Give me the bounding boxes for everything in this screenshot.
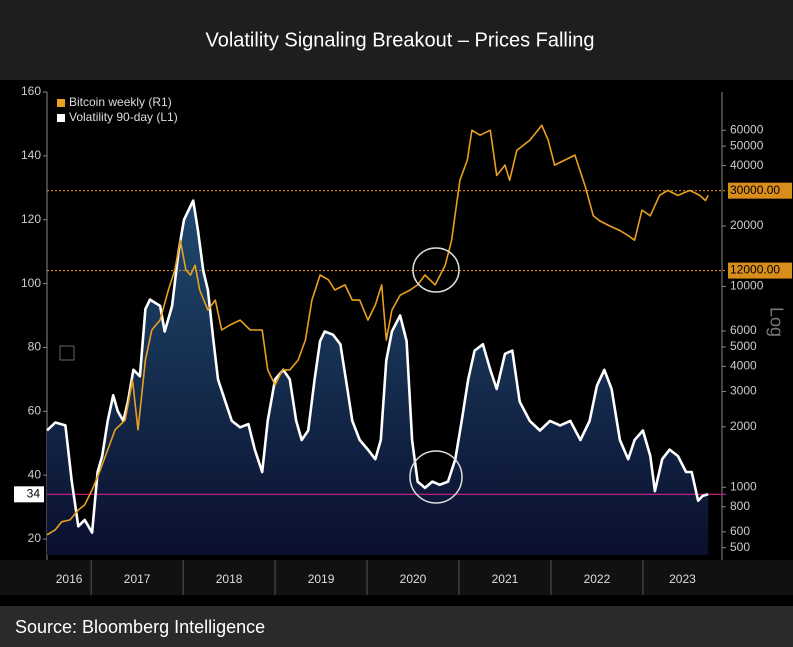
x-tick-label: 2018: [216, 572, 243, 586]
x-tick-label: 2017: [124, 572, 151, 586]
legend-label: Volatility 90-day (L1): [69, 110, 178, 124]
plot: 20 40 60 80 100 120 140 160 500 600 800 1000 2000 300…: [14, 84, 792, 595]
x-tick-label: 2022: [584, 572, 611, 586]
y2-tick-label: 4000: [730, 359, 757, 373]
x-tick-label: 2016: [56, 572, 83, 586]
reference-label-box: [728, 182, 792, 199]
y2-tick-label: 20000: [730, 218, 764, 232]
y2-tick-label: 40000: [730, 158, 764, 172]
chart-icon: [59, 345, 75, 361]
x-axis-band: [0, 560, 793, 595]
y-tick-label: 100: [21, 276, 41, 290]
title-bar: [0, 0, 793, 80]
y2-tick-label: 500: [730, 540, 750, 554]
y2-tick-label: 10000: [730, 279, 764, 293]
source: Source: Bloomberg Intelligence: [15, 617, 265, 637]
line: [46, 124, 709, 536]
y2-tick-label: 2000: [730, 419, 757, 433]
y-tick-label: 60: [28, 403, 42, 417]
y2-tick-label: 600: [730, 524, 750, 538]
y-tick-label: 40: [28, 467, 42, 481]
x-tick-label: 2021: [492, 572, 519, 586]
x-tick-label: 2020: [400, 572, 427, 586]
y2-tick-label: 5000: [730, 339, 757, 353]
y2-tick-label: 50000: [730, 138, 764, 152]
y2-tick-label: 3000: [730, 384, 757, 398]
x-tick-label: 2023: [669, 572, 696, 586]
source-bar: [0, 606, 793, 647]
y-tick-label: 80: [28, 340, 42, 354]
chart-title: Volatility Signaling Breakout – Prices F…: [205, 29, 594, 51]
y2-tick-label: 6000: [730, 323, 757, 337]
reference-label: 30000.00: [730, 183, 780, 197]
reference-label-box: [14, 486, 44, 503]
y-tick-label: 160: [21, 84, 41, 98]
legend-box: [53, 94, 223, 128]
y2-tick-label: 800: [730, 499, 750, 513]
x-tick-label: 2019: [308, 572, 335, 586]
legend-swatch: [57, 114, 65, 122]
reference-label-box: [728, 262, 792, 279]
reference-label: 12000.00: [730, 263, 780, 277]
legend-swatch: [57, 99, 65, 107]
reference-label: 34: [27, 487, 41, 501]
line: [46, 199, 709, 534]
legend-label: Bitcoin weekly (R1): [69, 95, 172, 109]
y2-axis-label: Log: [766, 307, 786, 337]
y2-tick-label: 60000: [730, 122, 764, 136]
y-tick-label: 140: [21, 148, 41, 162]
area: [47, 200, 709, 555]
y-tick-label: 20: [28, 531, 42, 545]
annotation-circle: [409, 450, 463, 504]
y2-tick-label: 1000: [730, 479, 757, 493]
y-tick-label: 120: [21, 212, 41, 226]
annotation-circle: [412, 247, 460, 293]
